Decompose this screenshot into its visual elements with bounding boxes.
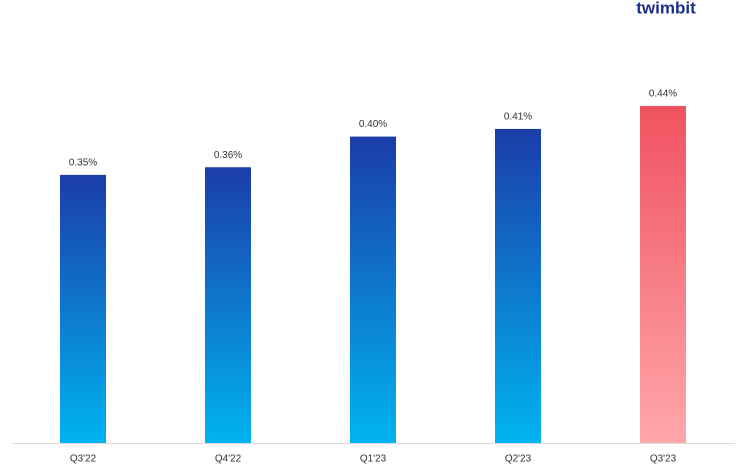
x-tick-label: Q2'23 bbox=[505, 454, 532, 465]
value-label: 0.36% bbox=[214, 150, 242, 161]
bar bbox=[640, 105, 686, 444]
bar bbox=[205, 167, 251, 444]
x-tick-label: Q4'22 bbox=[215, 454, 242, 465]
bar bbox=[60, 174, 106, 443]
logo: twimbit bbox=[636, 0, 696, 17]
x-tick-label: Q1'23 bbox=[360, 454, 387, 465]
bar bbox=[495, 128, 541, 443]
x-tick-label: Q3'22 bbox=[70, 454, 97, 465]
value-label: 0.35% bbox=[69, 158, 97, 169]
value-label: 0.44% bbox=[649, 89, 677, 100]
value-label: 0.40% bbox=[359, 119, 387, 130]
x-tick-label: Q3'23 bbox=[650, 454, 677, 465]
bar bbox=[350, 136, 396, 443]
value-label: 0.41% bbox=[504, 112, 532, 123]
